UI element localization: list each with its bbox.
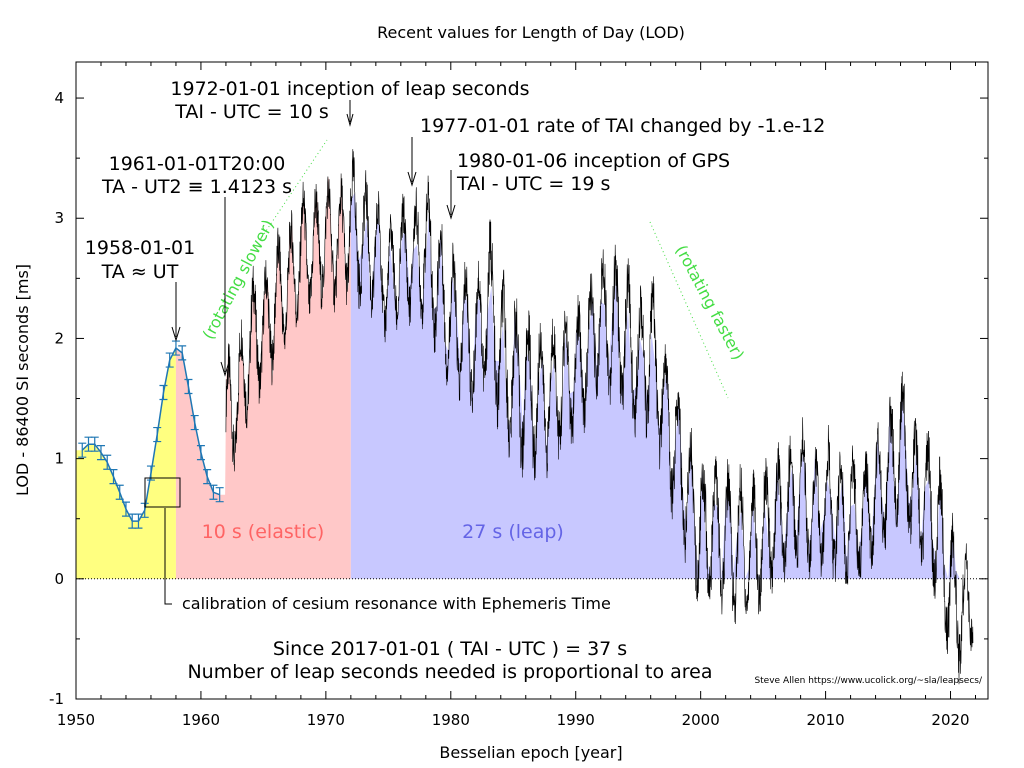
annotation-1958-line2: TA ≈ UT <box>101 261 179 283</box>
leap-region-label: 27 s (leap) <box>462 521 564 543</box>
y-axis-label: LOD - 86400 SI seconds [ms] <box>13 264 32 496</box>
annotation-1972-line1: 1972-01-01 inception of leap seconds <box>170 78 529 100</box>
annotation-1958-arrowhead <box>171 326 181 342</box>
calibration-leader <box>164 508 172 605</box>
x-axis-label: Besselian epoch [year] <box>439 743 622 762</box>
annotation-1977: 1977-01-01 rate of TAI changed by -1.e-1… <box>420 115 825 137</box>
early-lod-point <box>165 352 174 368</box>
area-regions <box>76 173 976 579</box>
summary-line1: Since 2017-01-01 ( TAI - UTC ) = 37 s <box>273 638 627 660</box>
x-tick-label: 1960 <box>182 711 220 729</box>
early-lod-point <box>96 445 105 461</box>
annotation-1961-arrowhead <box>220 361 230 377</box>
rotating-faster-dots <box>649 221 729 399</box>
early-lod-point <box>90 436 99 452</box>
early-lod-point <box>109 469 118 485</box>
region-TA <box>76 348 176 579</box>
y-tick-label: 3 <box>54 209 64 227</box>
x-tick-label: 2020 <box>931 711 969 729</box>
summary-line2: Number of leap seconds needed is proport… <box>187 661 712 683</box>
early-lod-series <box>78 340 224 529</box>
x-tick-label: 2000 <box>682 711 720 729</box>
early-lod-point <box>190 414 199 431</box>
early-lod-point <box>209 484 218 500</box>
x-tick-label: 1970 <box>307 711 345 729</box>
x-tick-label: 1950 <box>57 711 95 729</box>
early-lod-point <box>184 378 193 395</box>
daily-lod-series <box>225 149 974 685</box>
x-axis-ticks: 1950 1960 1970 1980 1990 2000 2010 2020 <box>57 62 977 729</box>
early-lod-point <box>196 445 205 461</box>
region-leap <box>350 192 976 579</box>
y-tick-label: 4 <box>54 89 64 107</box>
annotation-1961-line1: 1961-01-01T20:00 <box>109 153 286 175</box>
annotation-1980-line2: TAI - UTC = 19 s <box>456 173 610 195</box>
credit: Steve Allen https://www.ucolick.org/~sla… <box>754 676 983 686</box>
x-tick-label: 1980 <box>432 711 470 729</box>
y-axis-ticks: -1 0 1 2 3 4 <box>49 89 988 708</box>
y-tick-label: 1 <box>54 450 64 468</box>
annotation-1961-line2: TA - UT2 ≡ 1.4123 s <box>101 176 292 198</box>
annotation-1977-arrowhead <box>407 171 417 187</box>
early-lod-point <box>78 442 87 458</box>
early-lod-point <box>115 484 124 500</box>
x-tick-label: 2010 <box>806 711 844 729</box>
annotation-1980-arrowhead <box>446 204 456 220</box>
chart-title: Recent values for Length of Day (LOD) <box>377 23 685 42</box>
y-tick-label: 2 <box>54 329 64 347</box>
calibration-bracket <box>144 477 181 508</box>
early-lod-point <box>203 469 212 485</box>
early-lod-point <box>215 487 224 503</box>
elastic-region-label: 10 s (elastic) <box>202 521 325 543</box>
annotation-1972-line2: TAI - UTC = 10 s <box>174 101 328 123</box>
annotation-1972-arrowhead <box>346 113 354 127</box>
early-lod-point <box>134 513 143 529</box>
early-lod-point <box>178 345 187 361</box>
x-tick-label: 1990 <box>557 711 595 729</box>
early-lod-point <box>121 501 130 517</box>
rotating-faster-label: (rotating faster) <box>672 242 748 363</box>
y-tick-label: -1 <box>49 690 64 708</box>
annotation-1958-line1: 1958-01-01 <box>85 237 195 259</box>
annotation-1980-line1: 1980-01-06 inception of GPS <box>457 150 730 172</box>
early-lod-point <box>159 384 168 401</box>
plot-frame <box>75 61 989 700</box>
y-tick-label: 0 <box>54 570 64 588</box>
calibration-note: calibration of cesium resonance with Eph… <box>182 594 611 613</box>
region-elastic <box>175 173 351 579</box>
early-lod-point <box>153 426 162 443</box>
daily-lod-line <box>225 149 974 685</box>
